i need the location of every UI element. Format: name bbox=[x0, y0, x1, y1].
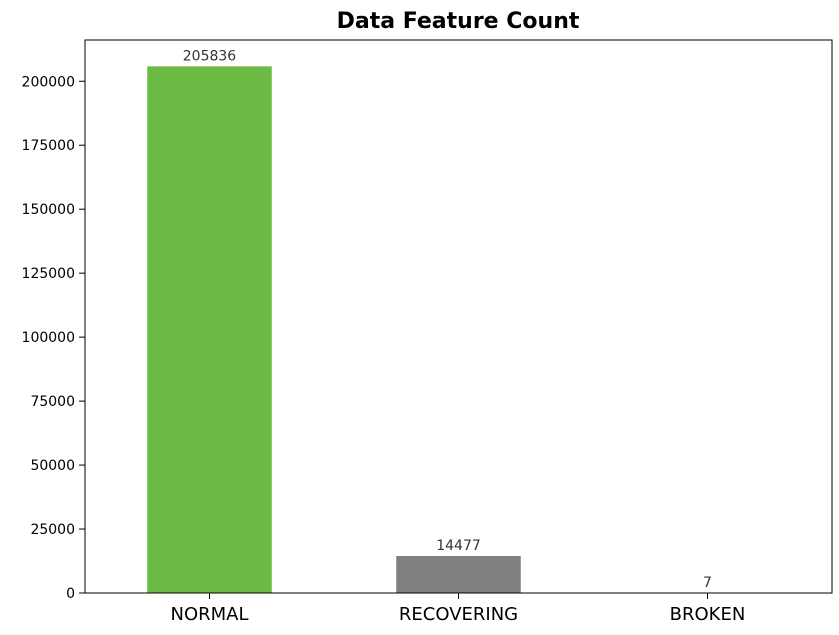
x-tick-label: NORMAL bbox=[170, 604, 248, 625]
bar-value-label: 14477 bbox=[436, 538, 481, 554]
plot-area: 0 25000 50000 75000 100000 125000 150000 175000… bbox=[22, 48, 770, 625]
y-tick-label: 0 bbox=[66, 586, 75, 602]
y-tick-label: 25000 bbox=[30, 522, 75, 538]
y-tick-label: 175000 bbox=[22, 138, 75, 154]
bar-value-label: 205836 bbox=[183, 48, 237, 64]
y-tick-label: 200000 bbox=[22, 74, 75, 90]
y-tick-label: 100000 bbox=[22, 330, 75, 346]
y-tick-label: 50000 bbox=[30, 458, 75, 474]
chart-title: Data Feature Count bbox=[337, 9, 580, 34]
x-tick-label: RECOVERING bbox=[399, 604, 518, 625]
y-tick-label: 125000 bbox=[22, 266, 75, 282]
x-tick-label: BROKEN bbox=[670, 604, 746, 625]
y-tick-label: 75000 bbox=[30, 394, 75, 410]
bar-value-label: 7 bbox=[703, 575, 712, 591]
plot-frame bbox=[84, 39, 833, 594]
bar-recovering bbox=[396, 555, 521, 593]
bar-normal bbox=[147, 66, 272, 594]
y-tick-label: 150000 bbox=[22, 202, 75, 218]
